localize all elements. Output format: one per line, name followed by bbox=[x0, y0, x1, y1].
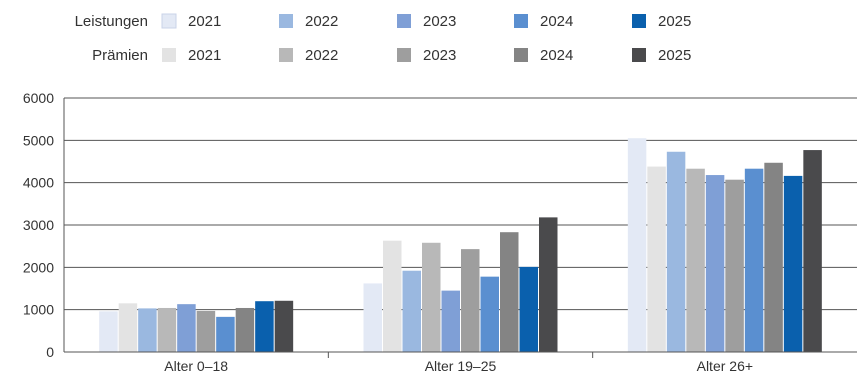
legend-swatch bbox=[397, 48, 411, 62]
bar-leistungen-2022-3 bbox=[666, 151, 686, 352]
bar-leistungen-2024-2 bbox=[480, 276, 499, 352]
legend-swatch bbox=[279, 14, 293, 28]
legend-entry-label: 2024 bbox=[540, 47, 573, 64]
y-tick-label: 2000 bbox=[23, 259, 54, 275]
bar-leistungen-2025-1 bbox=[255, 301, 274, 352]
bar-praemien-2021-3 bbox=[647, 166, 666, 352]
bar-leistungen-2024-3 bbox=[744, 168, 764, 352]
y-tick-label: 3000 bbox=[23, 217, 54, 233]
legend-entry-label: 2025 bbox=[658, 13, 691, 30]
gridlines bbox=[64, 97, 857, 311]
bar-praemien-2025-3 bbox=[803, 150, 822, 352]
bar-leistungen-2021-3 bbox=[627, 138, 647, 352]
legend-swatch bbox=[514, 48, 528, 62]
bar-praemien-2023-1 bbox=[196, 310, 216, 352]
legend-swatch bbox=[161, 13, 177, 29]
bars bbox=[99, 138, 822, 352]
x-axis: Alter 0–18 Alter 19–25 Alter 26+ bbox=[64, 351, 857, 374]
legend: Leistungen 2021 2022 2023 2024 2025 Prämien 202… bbox=[75, 13, 692, 64]
bar-leistungen-2023-1 bbox=[177, 304, 196, 352]
legend-swatch bbox=[279, 48, 293, 62]
legend-entry-label: 2022 bbox=[305, 13, 338, 30]
legend-entry-label: 2022 bbox=[305, 47, 338, 64]
category-label: Alter 19–25 bbox=[425, 358, 497, 374]
legend-group-label: Prämien bbox=[92, 47, 148, 64]
bar-praemien-2021-2 bbox=[383, 240, 402, 352]
legend-entry-label: 2021 bbox=[188, 13, 221, 30]
y-tick-label: 0 bbox=[46, 344, 54, 360]
bar-leistungen-2022-1 bbox=[138, 308, 157, 352]
bar-praemien-2025-2 bbox=[539, 217, 558, 352]
bar-leistungen-2022-2 bbox=[402, 270, 421, 352]
bar-leistungen-2023-3 bbox=[705, 175, 725, 352]
bar-praemien-2024-2 bbox=[500, 232, 519, 352]
bar-leistungen-2024-1 bbox=[216, 316, 235, 352]
legend-entry-label: 2023 bbox=[423, 47, 456, 64]
bar-praemien-2022-2 bbox=[422, 242, 441, 352]
legend-entry-label: 2025 bbox=[658, 47, 691, 64]
legend-entry-label: 2024 bbox=[540, 13, 573, 30]
bar-praemien-2023-3 bbox=[725, 179, 744, 352]
bar-praemien-2024-3 bbox=[764, 162, 783, 352]
bar-leistungen-2021-1 bbox=[99, 311, 118, 352]
bar-leistungen-2023-2 bbox=[441, 290, 460, 352]
bar-praemien-2022-1 bbox=[157, 307, 177, 352]
bar-praemien-2022-3 bbox=[686, 168, 705, 352]
y-tick-label: 5000 bbox=[23, 132, 54, 148]
legend-group-label: Leistungen bbox=[75, 13, 148, 30]
y-axis: 0 1000 2000 3000 4000 5000 6000 bbox=[23, 90, 65, 360]
bar-leistungen-2025-2 bbox=[519, 266, 538, 352]
legend-entry-label: 2023 bbox=[423, 13, 456, 30]
bar-leistungen-2021-2 bbox=[363, 283, 382, 352]
bar-praemien-2025-1 bbox=[274, 300, 294, 352]
bar-praemien-2024-1 bbox=[235, 307, 255, 352]
bar-praemien-2021-1 bbox=[118, 303, 138, 352]
legend-swatch bbox=[397, 14, 411, 28]
legend-swatch bbox=[632, 48, 646, 62]
y-tick-label: 4000 bbox=[23, 175, 54, 191]
bar-leistungen-2025-3 bbox=[783, 175, 803, 352]
category-label: Alter 0–18 bbox=[164, 358, 228, 374]
y-tick-label: 6000 bbox=[23, 90, 54, 106]
category-label: Alter 26+ bbox=[697, 358, 753, 374]
legend-entry-label: 2021 bbox=[188, 47, 221, 64]
y-tick-label: 1000 bbox=[23, 302, 54, 318]
bar-praemien-2023-2 bbox=[461, 249, 480, 352]
legend-swatch bbox=[162, 48, 176, 62]
legend-swatch bbox=[514, 14, 528, 28]
legend-swatch bbox=[632, 14, 646, 28]
